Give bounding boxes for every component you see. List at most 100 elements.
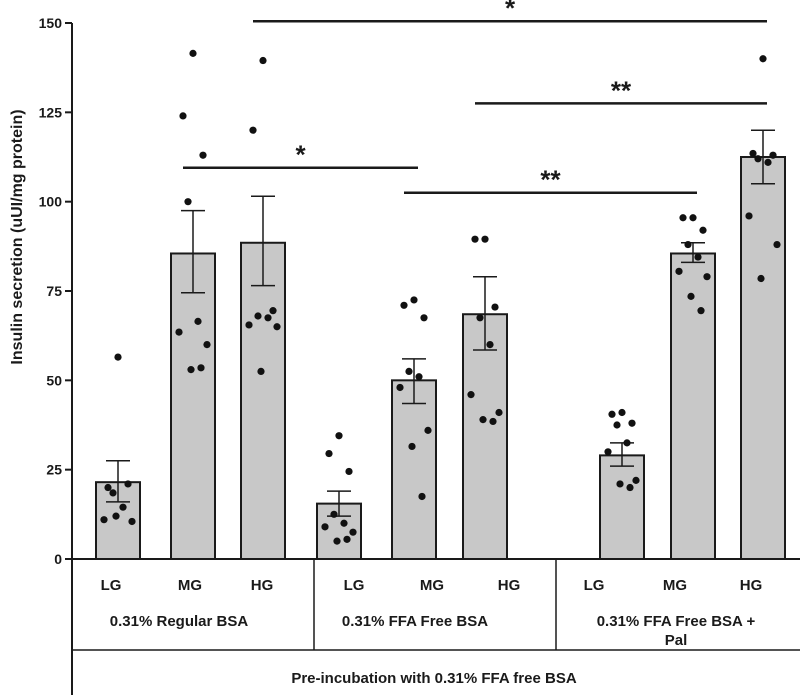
y-tick-label: 75 [46,283,62,299]
group-label: 0.31% Regular BSA [110,613,249,630]
data-point [616,480,624,488]
data-point [697,307,705,315]
data-point [471,235,479,243]
data-point [623,439,631,447]
data-point [269,307,277,315]
significance-label: * [505,0,516,23]
data-point [486,341,494,349]
bar-hg-0 [240,241,286,560]
data-point [628,419,636,427]
data-point [340,519,348,527]
data-point [175,328,183,336]
data-point [245,321,253,329]
data-point [257,367,265,375]
x-axis-label: Pre-incubation with 0.31% FFA free BSA [291,670,576,687]
data-point [112,512,120,520]
data-point [632,476,640,484]
data-point [699,226,707,234]
data-point [109,489,117,497]
data-point [408,442,416,451]
data-point [604,448,612,456]
data-point [343,535,351,543]
data-point [491,303,499,311]
category-label: LG [344,577,365,594]
data-point [424,426,432,434]
data-point [418,492,426,501]
data-point [249,126,257,134]
data-point [100,516,108,524]
data-point [197,364,205,372]
data-point [749,149,757,158]
data-point [626,483,634,492]
data-point [495,408,503,417]
group-label: 0.31% FFA Free BSA [342,613,488,630]
y-tick-label: 50 [46,372,62,388]
data-point [405,367,413,375]
data-point [410,296,418,304]
data-point [689,214,697,222]
data-point [396,383,404,392]
data-point [259,56,267,65]
data-point [194,317,202,325]
data-point [476,314,484,322]
y-tick-label: 150 [39,15,63,31]
data-point [675,267,683,275]
group-label: 0.31% FFA Free BSA + [597,613,756,630]
data-point [187,366,195,374]
data-point [608,410,616,418]
category-label: MG [178,577,202,594]
data-point [773,240,781,249]
data-point [335,432,343,440]
category-label: HG [740,577,763,594]
bar-hg-2 [740,156,786,560]
data-point [264,314,272,322]
significance-brackets: ****** [183,0,767,195]
category-label: MG [420,577,444,594]
data-point [618,408,626,417]
y-tick-label: 0 [54,551,62,567]
y-axis: 0 25 50 75 100 125 150 [39,15,73,567]
bar-mg-0 [170,252,216,560]
data-point [754,155,762,163]
category-label: MG [663,577,687,594]
bar-mg-2 [670,252,716,560]
data-point [345,467,353,476]
data-point [764,158,772,166]
data-point [679,214,687,222]
data-point [203,341,211,349]
data-point [273,323,281,331]
data-point [415,373,423,381]
group-label-line2: Pal [665,632,688,649]
data-point [349,528,357,536]
bar-mg-1 [391,379,437,561]
data-point [114,353,122,361]
significance-label: ** [611,75,632,105]
x-axis-table: LG MG HG LG MG HG LG MG HG 0.31% Regular BSA 0.31%… [71,558,800,695]
data-point [179,112,187,120]
data-point [119,503,127,511]
data-point [325,449,333,458]
category-label: LG [101,577,122,594]
significance-label: ** [540,165,561,195]
category-label: HG [498,577,521,594]
significance-label: * [295,140,306,170]
category-label: HG [251,577,274,594]
data-point [124,480,132,488]
data-point [254,312,262,320]
data-point [687,292,695,300]
data-point [479,416,487,424]
y-axis-label: Insulin secretion (uUI/mg protein) [9,109,26,364]
data-point [769,151,777,159]
data-point [128,517,136,526]
data-point [684,240,692,249]
data-point [420,314,428,322]
data-point [757,274,765,283]
data-point [481,235,489,243]
data-point [759,55,767,63]
data-point [613,421,621,429]
data-points [100,49,781,545]
data-point [400,301,408,309]
data-point [104,483,112,492]
data-point [467,391,475,399]
data-point [333,537,341,545]
